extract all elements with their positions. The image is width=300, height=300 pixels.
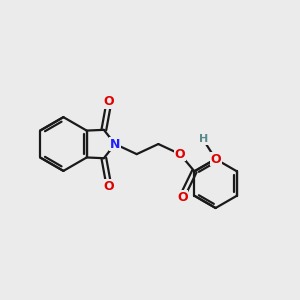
Text: N: N [110,137,120,151]
Text: H: H [199,134,208,144]
Text: O: O [103,95,114,108]
Text: O: O [103,180,114,193]
Text: O: O [175,148,185,160]
Text: O: O [177,191,188,204]
Text: O: O [210,152,221,166]
